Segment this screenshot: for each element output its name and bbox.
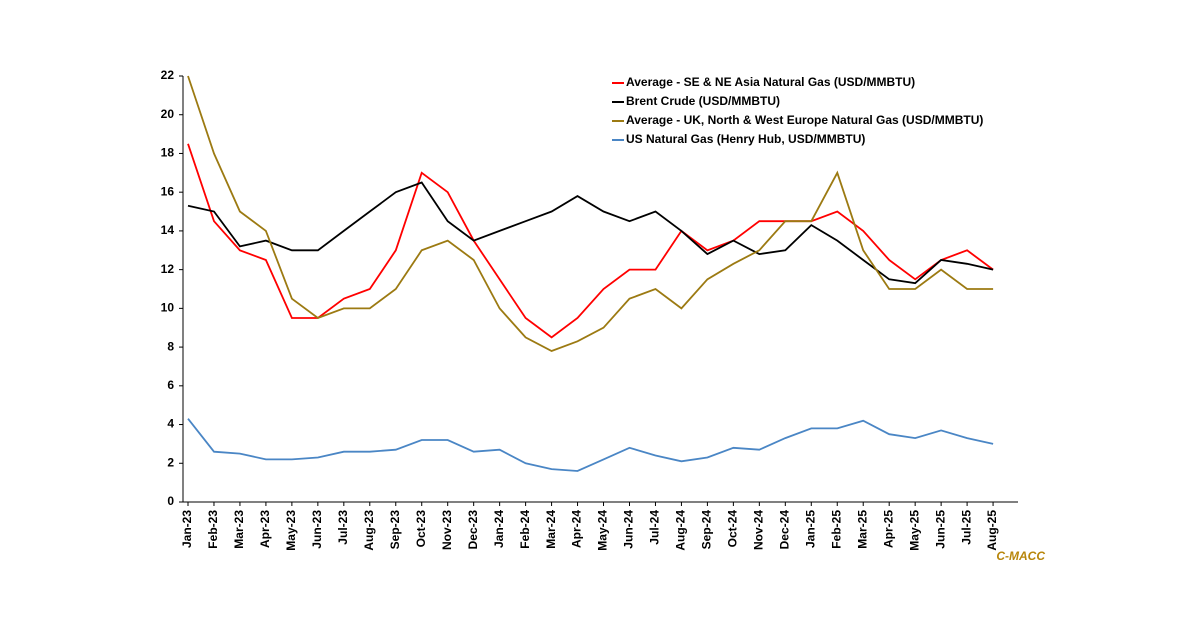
x-tick-label: Apr-24: [570, 510, 584, 548]
legend-label: US Natural Gas (Henry Hub, USD/MMBTU): [626, 132, 865, 146]
x-tick-label: Sep-23: [388, 510, 402, 550]
legend: Average - SE & NE Asia Natural Gas (USD/…: [612, 75, 983, 146]
y-tick-label: 14: [161, 223, 175, 237]
series-line: [187, 181, 994, 285]
x-tick-label: Mar-25: [855, 510, 869, 549]
source-annotation: C-MACC: [996, 549, 1045, 563]
x-tick-label: Aug-25: [985, 510, 999, 551]
x-tick-label: Jul-25: [959, 510, 973, 545]
y-tick-label: 2: [167, 455, 174, 469]
x-tick-label: Oct-23: [414, 510, 428, 548]
x-tick-label: Feb-24: [518, 510, 532, 549]
x-tick-label: Apr-25: [881, 510, 895, 548]
series-line: [187, 75, 994, 352]
x-tick-label: Jan-25: [803, 510, 817, 548]
legend-label: Brent Crude (USD/MMBTU): [626, 94, 780, 108]
x-tick-label: Aug-23: [362, 510, 376, 551]
x-tick-label: Oct-24: [726, 510, 740, 548]
x-tick-label: Jul-24: [648, 510, 662, 545]
x-tick-label: Aug-24: [674, 510, 688, 551]
series-line: [187, 418, 994, 472]
legend-label: Average - UK, North & West Europe Natura…: [626, 113, 983, 127]
x-tick-label: Jan-24: [492, 510, 506, 548]
x-tick-label: May-23: [284, 510, 298, 551]
x-tick-label: May-24: [596, 510, 610, 551]
y-tick-label: 20: [161, 107, 175, 121]
x-tick-label: Nov-23: [440, 510, 454, 550]
y-tick-label: 16: [161, 184, 175, 198]
y-tick-label: 10: [161, 301, 175, 315]
x-tick-label: Jun-23: [310, 510, 324, 549]
y-tick-label: 18: [161, 146, 175, 160]
y-tick-label: 12: [161, 262, 175, 276]
y-tick-label: 6: [167, 378, 174, 392]
y-tick-label: 4: [167, 417, 174, 431]
x-tick-label: Nov-24: [752, 510, 766, 550]
x-tick-label: Jan-23: [180, 510, 194, 548]
y-tick-label: 0: [167, 494, 174, 508]
x-tick-label: Jul-23: [336, 510, 350, 545]
x-tick-label: Feb-25: [829, 510, 843, 549]
y-tick-label: 22: [161, 68, 175, 82]
x-tick-label: Mar-24: [544, 510, 558, 549]
x-tick-label: Mar-23: [232, 510, 246, 549]
x-tick-label: Dec-24: [777, 510, 791, 550]
y-tick-label: 8: [167, 339, 174, 353]
x-tick-label: May-25: [907, 510, 921, 551]
x-tick-label: Jun-24: [622, 510, 636, 549]
x-tick-label: Feb-23: [206, 510, 220, 549]
x-tick-label: Jun-25: [933, 510, 947, 549]
legend-label: Average - SE & NE Asia Natural Gas (USD/…: [626, 75, 915, 89]
x-tick-label: Dec-23: [466, 510, 480, 550]
series-line: [187, 143, 994, 339]
x-tick-label: Sep-24: [700, 510, 714, 550]
x-tick-label: Apr-23: [258, 510, 272, 548]
